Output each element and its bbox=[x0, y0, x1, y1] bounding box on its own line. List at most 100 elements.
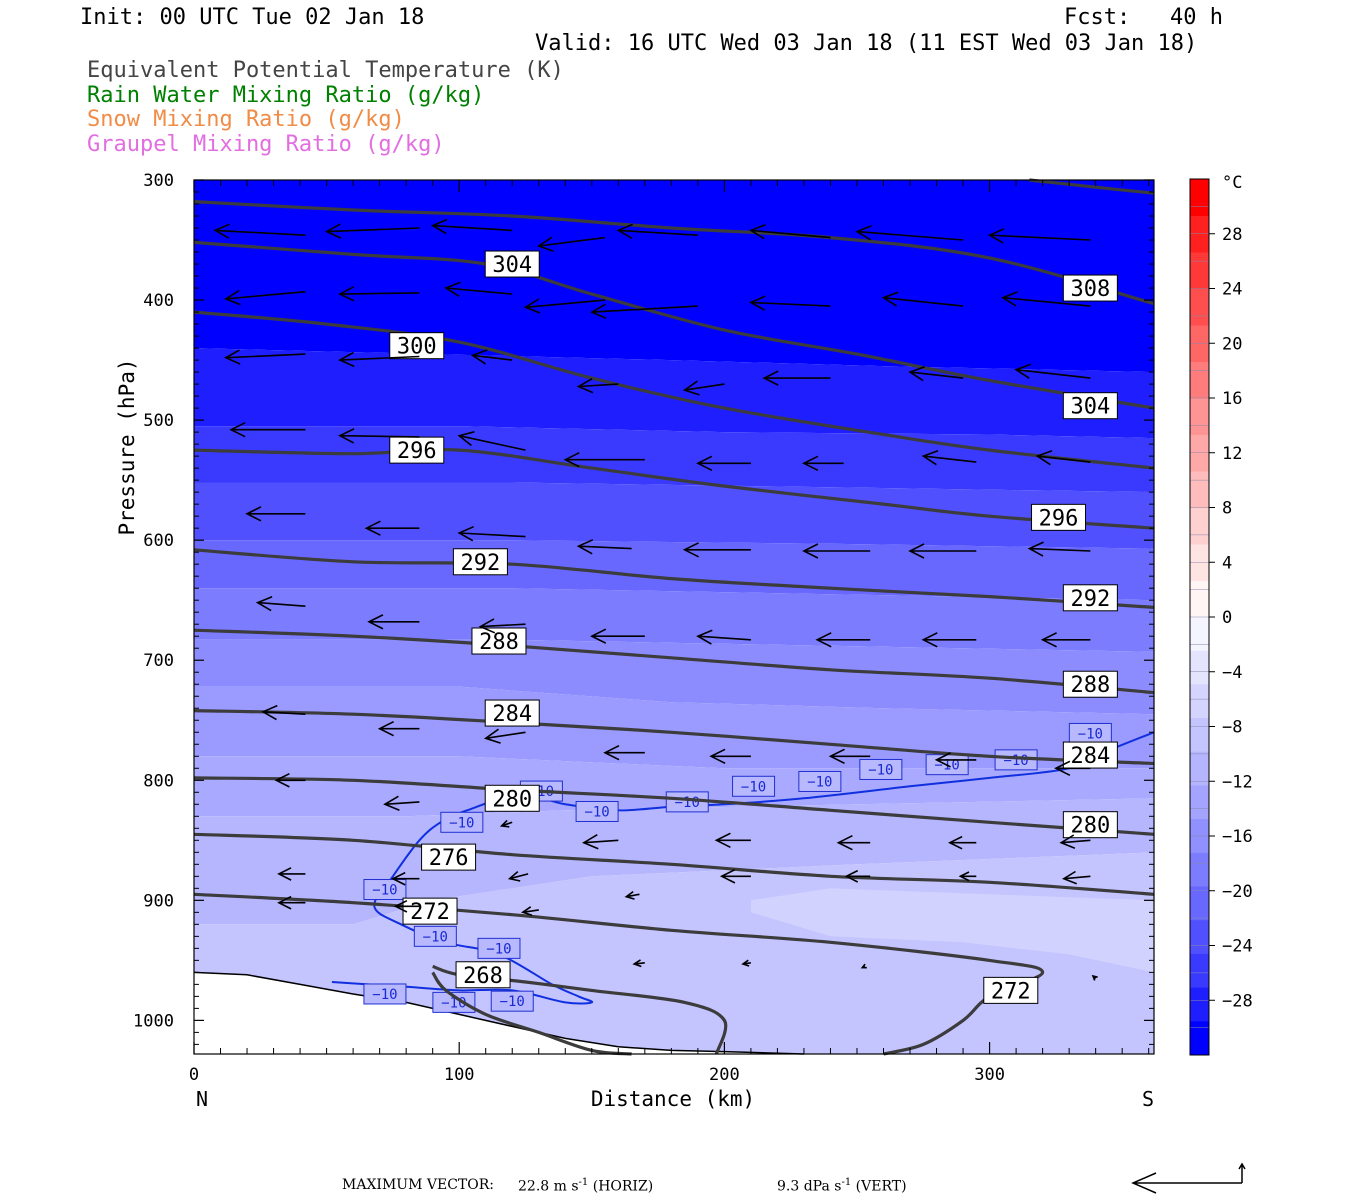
colorbar-label: −20 bbox=[1222, 882, 1253, 902]
colorbar-swatch bbox=[1190, 288, 1209, 326]
temperature-colorbar: °C 28 24 20 16 12 8 4 0 −4 −8 −12 −16 −20 −24 −28 bbox=[1189, 173, 1253, 1056]
colorbar-swatch bbox=[1190, 987, 1209, 1022]
wind-vector bbox=[1054, 760, 1091, 777]
wind-vector bbox=[576, 539, 632, 555]
south-label: S bbox=[1142, 1087, 1154, 1111]
contour-label: 304 bbox=[492, 253, 532, 278]
contour-label: 288 bbox=[1070, 673, 1110, 698]
terrain-line bbox=[193, 971, 804, 1055]
plot-border bbox=[193, 179, 1155, 1055]
wind-vector bbox=[245, 506, 306, 522]
wind-vector bbox=[624, 890, 640, 900]
wind-vector bbox=[576, 378, 619, 394]
wind-vector bbox=[255, 595, 306, 612]
isotherm-label-box bbox=[490, 990, 534, 1012]
max-vector-label: MAXIMUM VECTOR: bbox=[342, 1177, 494, 1193]
reference-vector-horizontal bbox=[1131, 1172, 1242, 1194]
wind-vector bbox=[603, 744, 645, 761]
wind-vector bbox=[696, 455, 751, 472]
colorbar-label: 8 bbox=[1222, 499, 1232, 519]
colorbar-swatch bbox=[1190, 361, 1209, 399]
colorbar-label: 4 bbox=[1222, 553, 1232, 573]
theta-e-contour bbox=[193, 310, 1155, 470]
temperature-band bbox=[194, 639, 1154, 715]
wind-vector bbox=[383, 795, 420, 812]
wind-vector bbox=[881, 291, 964, 307]
colorbar-swatch bbox=[1190, 785, 1209, 820]
colorbar-label: −8 bbox=[1222, 718, 1242, 738]
isotherm-label: −10 bbox=[1078, 726, 1103, 742]
wind-vector bbox=[563, 451, 645, 468]
contour-label: 280 bbox=[1070, 814, 1110, 839]
minus10-isotherm: −10−10−10−10−10 −10−10 −10 −10−10−10−10−10−… bbox=[331, 722, 1155, 1013]
colorbar-swatch bbox=[1190, 179, 1209, 216]
valid-time: Valid: 16 UTC Wed 03 Jan 18 (11 EST Wed … bbox=[535, 31, 1198, 56]
colorbar-label: −24 bbox=[1222, 937, 1253, 957]
wind-vector bbox=[719, 868, 751, 884]
wind-vector bbox=[377, 720, 420, 737]
isotherm-label-box bbox=[363, 983, 407, 1005]
colorbar-label: 16 bbox=[1222, 389, 1242, 409]
y-tick-label: 800 bbox=[143, 771, 174, 791]
contour-label: 272 bbox=[991, 979, 1031, 1004]
temperature-band bbox=[194, 756, 1154, 817]
wind-vector bbox=[274, 772, 306, 788]
wind-vector bbox=[213, 223, 306, 239]
wind-vector bbox=[261, 704, 306, 721]
reference-vector bbox=[1131, 1162, 1246, 1194]
wind-vector bbox=[224, 289, 306, 306]
colorbar-swatch bbox=[1190, 650, 1209, 685]
contour-label: 300 bbox=[397, 335, 437, 360]
contour-label: 284 bbox=[492, 702, 532, 727]
wind-vector bbox=[616, 223, 698, 239]
y-tick-label: 1000 bbox=[133, 1011, 174, 1031]
wind-vector bbox=[229, 421, 306, 438]
x-tick-label: 200 bbox=[709, 1065, 740, 1085]
colorbar-swatch bbox=[1190, 507, 1209, 545]
wind-vector bbox=[367, 614, 420, 630]
wind-vector bbox=[338, 286, 420, 302]
max-vector-horiz: 22.8 m s-1 (HORIZ) bbox=[518, 1177, 654, 1195]
contour-label-box bbox=[1062, 741, 1118, 769]
isotherm-label: −10 bbox=[486, 941, 511, 957]
x-tick-label: 0 bbox=[189, 1065, 199, 1085]
isotherm-label-box bbox=[440, 811, 484, 833]
y-tick-label: 900 bbox=[143, 891, 174, 911]
colorbar-label: −4 bbox=[1222, 663, 1242, 683]
legend-rain-water: Rain Water Mixing Ratio (g/kg) bbox=[87, 83, 485, 108]
contour-label: 284 bbox=[1070, 744, 1110, 769]
wind-vector bbox=[507, 870, 529, 882]
temperature-band bbox=[194, 482, 1154, 549]
wind-vector bbox=[521, 906, 539, 917]
wind-vector bbox=[1035, 449, 1091, 466]
temperature-band bbox=[750, 888, 1154, 973]
colorbar-swatch bbox=[1190, 1021, 1209, 1056]
contour-label-box bbox=[1062, 274, 1118, 302]
contour-label-box bbox=[1062, 670, 1118, 698]
wind-vector bbox=[457, 431, 526, 451]
y-tick-label: 400 bbox=[143, 291, 174, 311]
legend-theta-e: Equivalent Potential Temperature (K) bbox=[87, 58, 564, 83]
temperature-band bbox=[194, 588, 1154, 652]
contour-label-box bbox=[1062, 584, 1118, 612]
max-vector-vert: 9.3 dPa s-1 (VERT) bbox=[777, 1177, 907, 1195]
isotherm-label: −10 bbox=[868, 762, 893, 778]
y-tick-label: 700 bbox=[143, 651, 174, 671]
wind-vector bbox=[749, 223, 831, 240]
theta-e-contour bbox=[193, 832, 1155, 896]
theta-e-contour bbox=[431, 971, 632, 1056]
wind-vector bbox=[483, 728, 526, 744]
y-axis-label: Pressure (hPa) bbox=[115, 358, 139, 535]
temperature-shading bbox=[194, 180, 1154, 1054]
colorbar-label: 28 bbox=[1222, 225, 1242, 245]
isotherm-label: −10 bbox=[584, 804, 609, 820]
theta-e-contour bbox=[193, 709, 1155, 766]
isotherm-label: −10 bbox=[372, 987, 397, 1003]
contour-label-box bbox=[1062, 392, 1118, 420]
temperature-band bbox=[194, 798, 1154, 925]
colorbar-label: 0 bbox=[1222, 608, 1232, 628]
wind-vector bbox=[709, 748, 751, 765]
wind-vector bbox=[457, 525, 526, 542]
colorbar-label: −16 bbox=[1222, 827, 1253, 847]
